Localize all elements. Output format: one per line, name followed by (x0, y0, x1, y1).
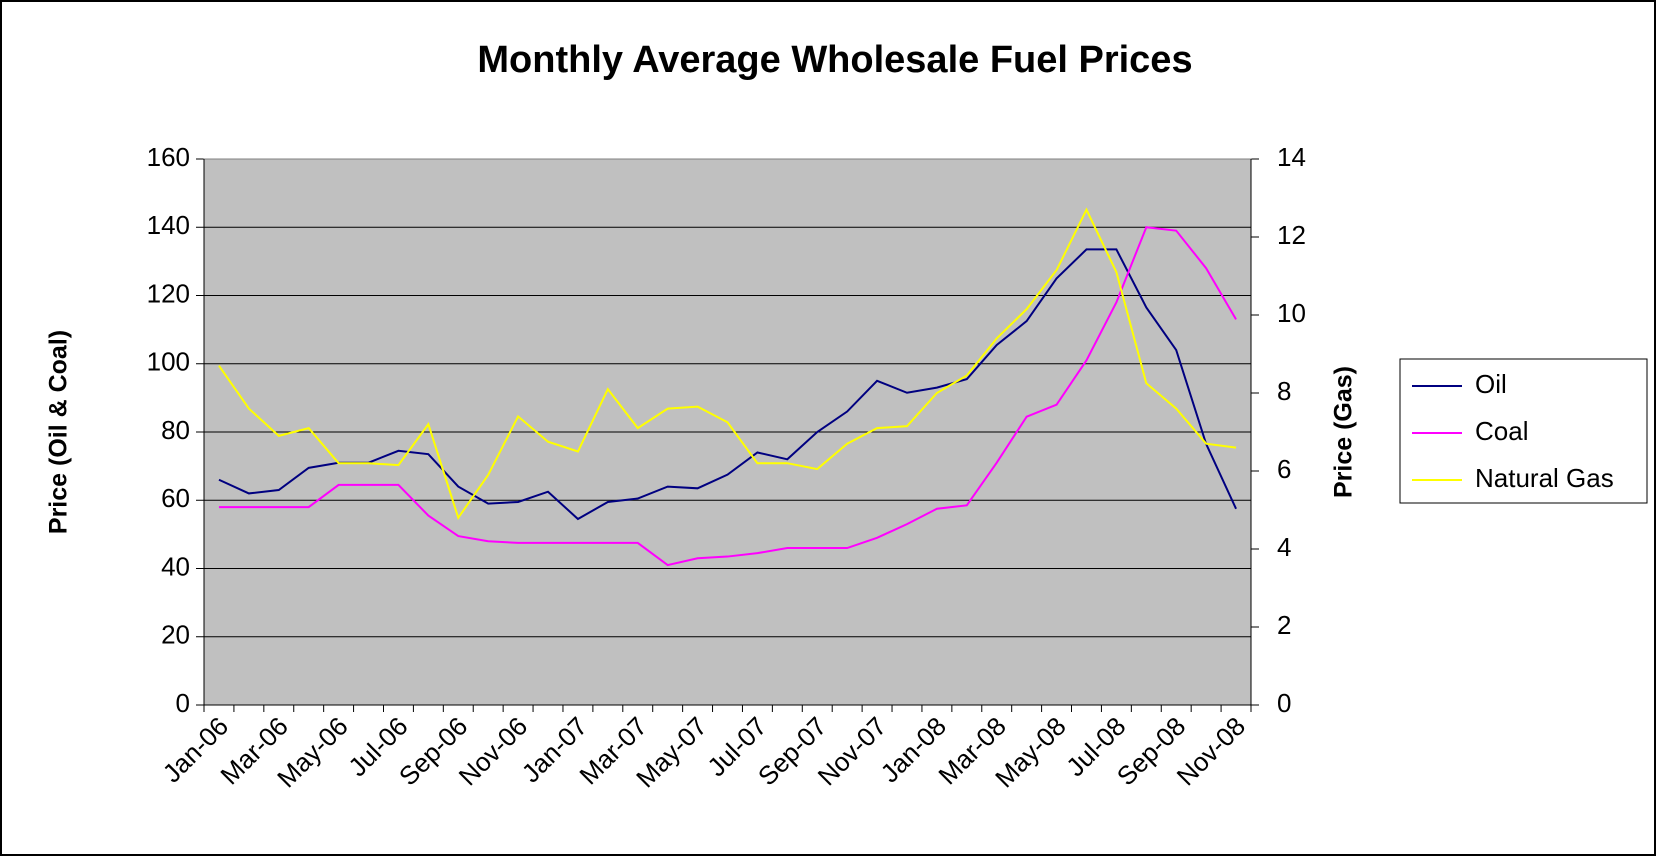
legend-label: Oil (1475, 369, 1507, 399)
y-tick-label: 80 (161, 415, 190, 445)
y-tick-label: 60 (161, 483, 190, 513)
series-line (218, 226, 1237, 567)
y-tick-label: 120 (147, 278, 190, 308)
y2-tick-label: 10 (1277, 298, 1306, 328)
legend-label: Natural Gas (1475, 463, 1614, 493)
y-tick-label: 40 (161, 551, 190, 581)
y-tick-label: 140 (147, 210, 190, 240)
series-line (218, 207, 1237, 521)
legend-label: Coal (1475, 416, 1528, 446)
chart-title: Monthly Average Wholesale Fuel Prices (477, 39, 1192, 81)
y2-tick-label: 4 (1277, 532, 1291, 562)
y2-tick-label: 6 (1277, 454, 1291, 484)
series-line (218, 248, 1237, 521)
y2-axis-title: Price (Gas) (1330, 366, 1358, 498)
y2-tick-label: 14 (1277, 142, 1306, 172)
y-tick-label: 100 (147, 347, 190, 377)
y-axis-title: Price (Oil & Coal) (45, 330, 73, 534)
y2-tick-label: 12 (1277, 220, 1306, 250)
y-tick-label: 0 (176, 688, 190, 718)
y-tick-label: 160 (147, 142, 190, 172)
y2-tick-label: 0 (1277, 688, 1291, 718)
y-tick-label: 20 (161, 620, 190, 650)
y2-tick-label: 8 (1277, 376, 1291, 406)
y2-tick-label: 2 (1277, 610, 1291, 640)
